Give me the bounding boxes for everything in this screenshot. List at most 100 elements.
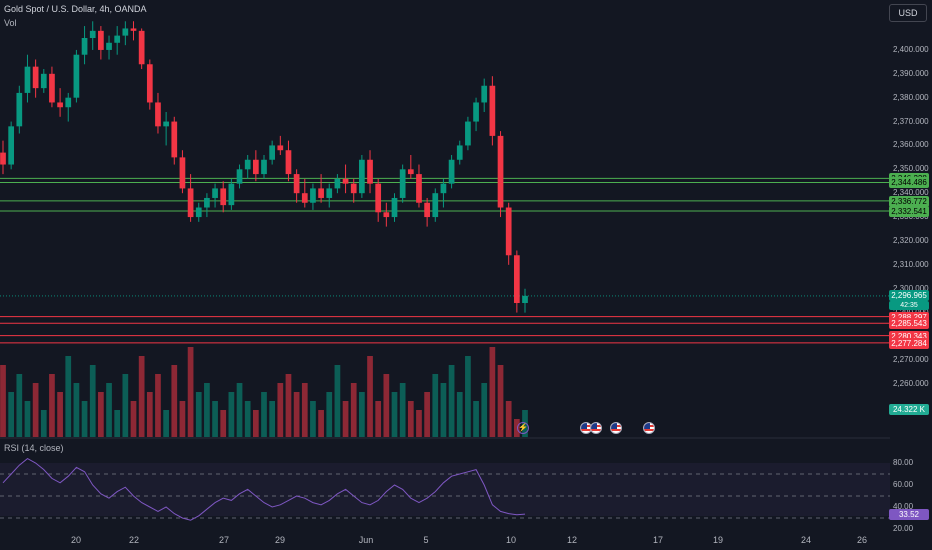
volume-bar [49,374,55,437]
current-price-tag: 2,296.965 [889,289,929,301]
rsi-indicator-label[interactable]: RSI (14, close) [4,443,64,453]
time-axis-label: 12 [566,535,578,545]
price-axis-label: 2,260.000 [893,379,929,389]
volume-bar [513,419,520,437]
candle-body [16,92,23,127]
us-flag-event-icon[interactable] [610,422,622,434]
candle-body [204,197,210,208]
candle-body [448,159,455,184]
volume-bar [481,383,488,437]
currency-button[interactable]: USD [889,4,927,22]
volume-bar [359,392,365,437]
candle-body [146,64,153,103]
candle-body [171,121,178,158]
volume-bar [505,401,512,437]
price-axis-label: 2,390.000 [893,68,929,78]
volume-bar [179,401,186,437]
rsi-axis-label: 80.00 [893,458,914,467]
volume-bar [8,392,15,437]
price-axis-label: 2,400.000 [893,44,929,54]
candle-body [228,183,235,206]
price-axis-label: 2,340.000 [893,188,929,198]
volume-bar [432,374,439,437]
lightning-icon[interactable]: ⚡ [517,422,529,434]
candle-body [0,152,6,165]
candle-body [424,202,430,218]
candle-body [236,169,243,184]
volume-bar [187,347,194,437]
red-level-tag: 2,285.543 [889,318,929,330]
volume-bar [448,365,455,437]
volume-bar [424,392,430,437]
time-axis-label: 22 [128,535,140,545]
volume-bar [252,410,259,437]
volume-bar [391,392,398,437]
volume-bar [155,374,161,437]
volume-bar [220,410,227,437]
volume-bar [16,374,23,437]
volume-bar [277,383,284,437]
volume-bar [0,365,6,437]
volume-bar [350,383,357,437]
candle-body [73,54,80,98]
candle-body [106,42,112,50]
candle-body [497,135,504,208]
candle-body [244,159,251,170]
time-axis-label: 17 [652,535,664,545]
price-chart-canvas[interactable] [0,0,890,530]
price-axis-label: 2,380.000 [893,92,929,102]
candle-body [375,183,382,213]
candle-body [481,85,488,103]
volume-bar [122,374,129,437]
rsi-axis-label: 20.00 [893,524,914,533]
price-axis-label: 2,370.000 [893,116,929,126]
candle-body [81,38,88,55]
candle-body [326,188,333,198]
candle-body [513,255,520,304]
symbol-title[interactable]: Gold Spot / U.S. Dollar, 4h, OANDA [4,4,147,14]
volume-bar [465,356,471,437]
volume-bar [195,392,202,437]
price-axis-label: 2,300.000 [893,283,929,293]
candle-body [89,30,96,38]
volume-bar [407,401,414,437]
candle-body [407,169,414,175]
time-axis-label: 24 [800,535,812,545]
volume-bar [334,365,341,437]
volume-bar [399,383,406,437]
candle-body [318,188,324,198]
volume-bar [326,392,333,437]
volume-value-tag: 24.322 K [889,404,929,415]
us-flag-event-icon[interactable] [590,422,602,434]
volume-bar [57,392,63,437]
volume-indicator-label[interactable]: Vol [4,18,17,28]
volume-bar [163,410,169,437]
volume-bar [130,401,137,437]
volume-bar [285,374,292,437]
volume-bar [473,401,479,437]
red-level-tag: 2,288.297 [889,311,929,323]
volume-bar [301,383,308,437]
candle-body [65,97,72,108]
volume-bar [367,356,373,437]
volume-bar [416,410,422,437]
candle-body [98,30,104,50]
time-axis-label: 26 [856,535,868,545]
us-flag-event-icon[interactable] [643,422,655,434]
volume-bar [342,401,349,437]
time-axis-label: 5 [423,535,429,545]
candle-body [32,66,39,89]
candle-body [342,178,349,184]
candle-body [391,197,398,218]
volume-bar [244,401,251,437]
candle-body [269,145,276,160]
green-level-tag: 2,344.486 [889,177,929,189]
candle-body [130,28,137,31]
candle-body [49,73,55,103]
candle-body [220,188,227,206]
candle-body [334,178,341,189]
volume-bar [138,356,145,437]
volume-bar [269,401,276,437]
candle-body [473,102,479,122]
candle-body [383,212,390,218]
